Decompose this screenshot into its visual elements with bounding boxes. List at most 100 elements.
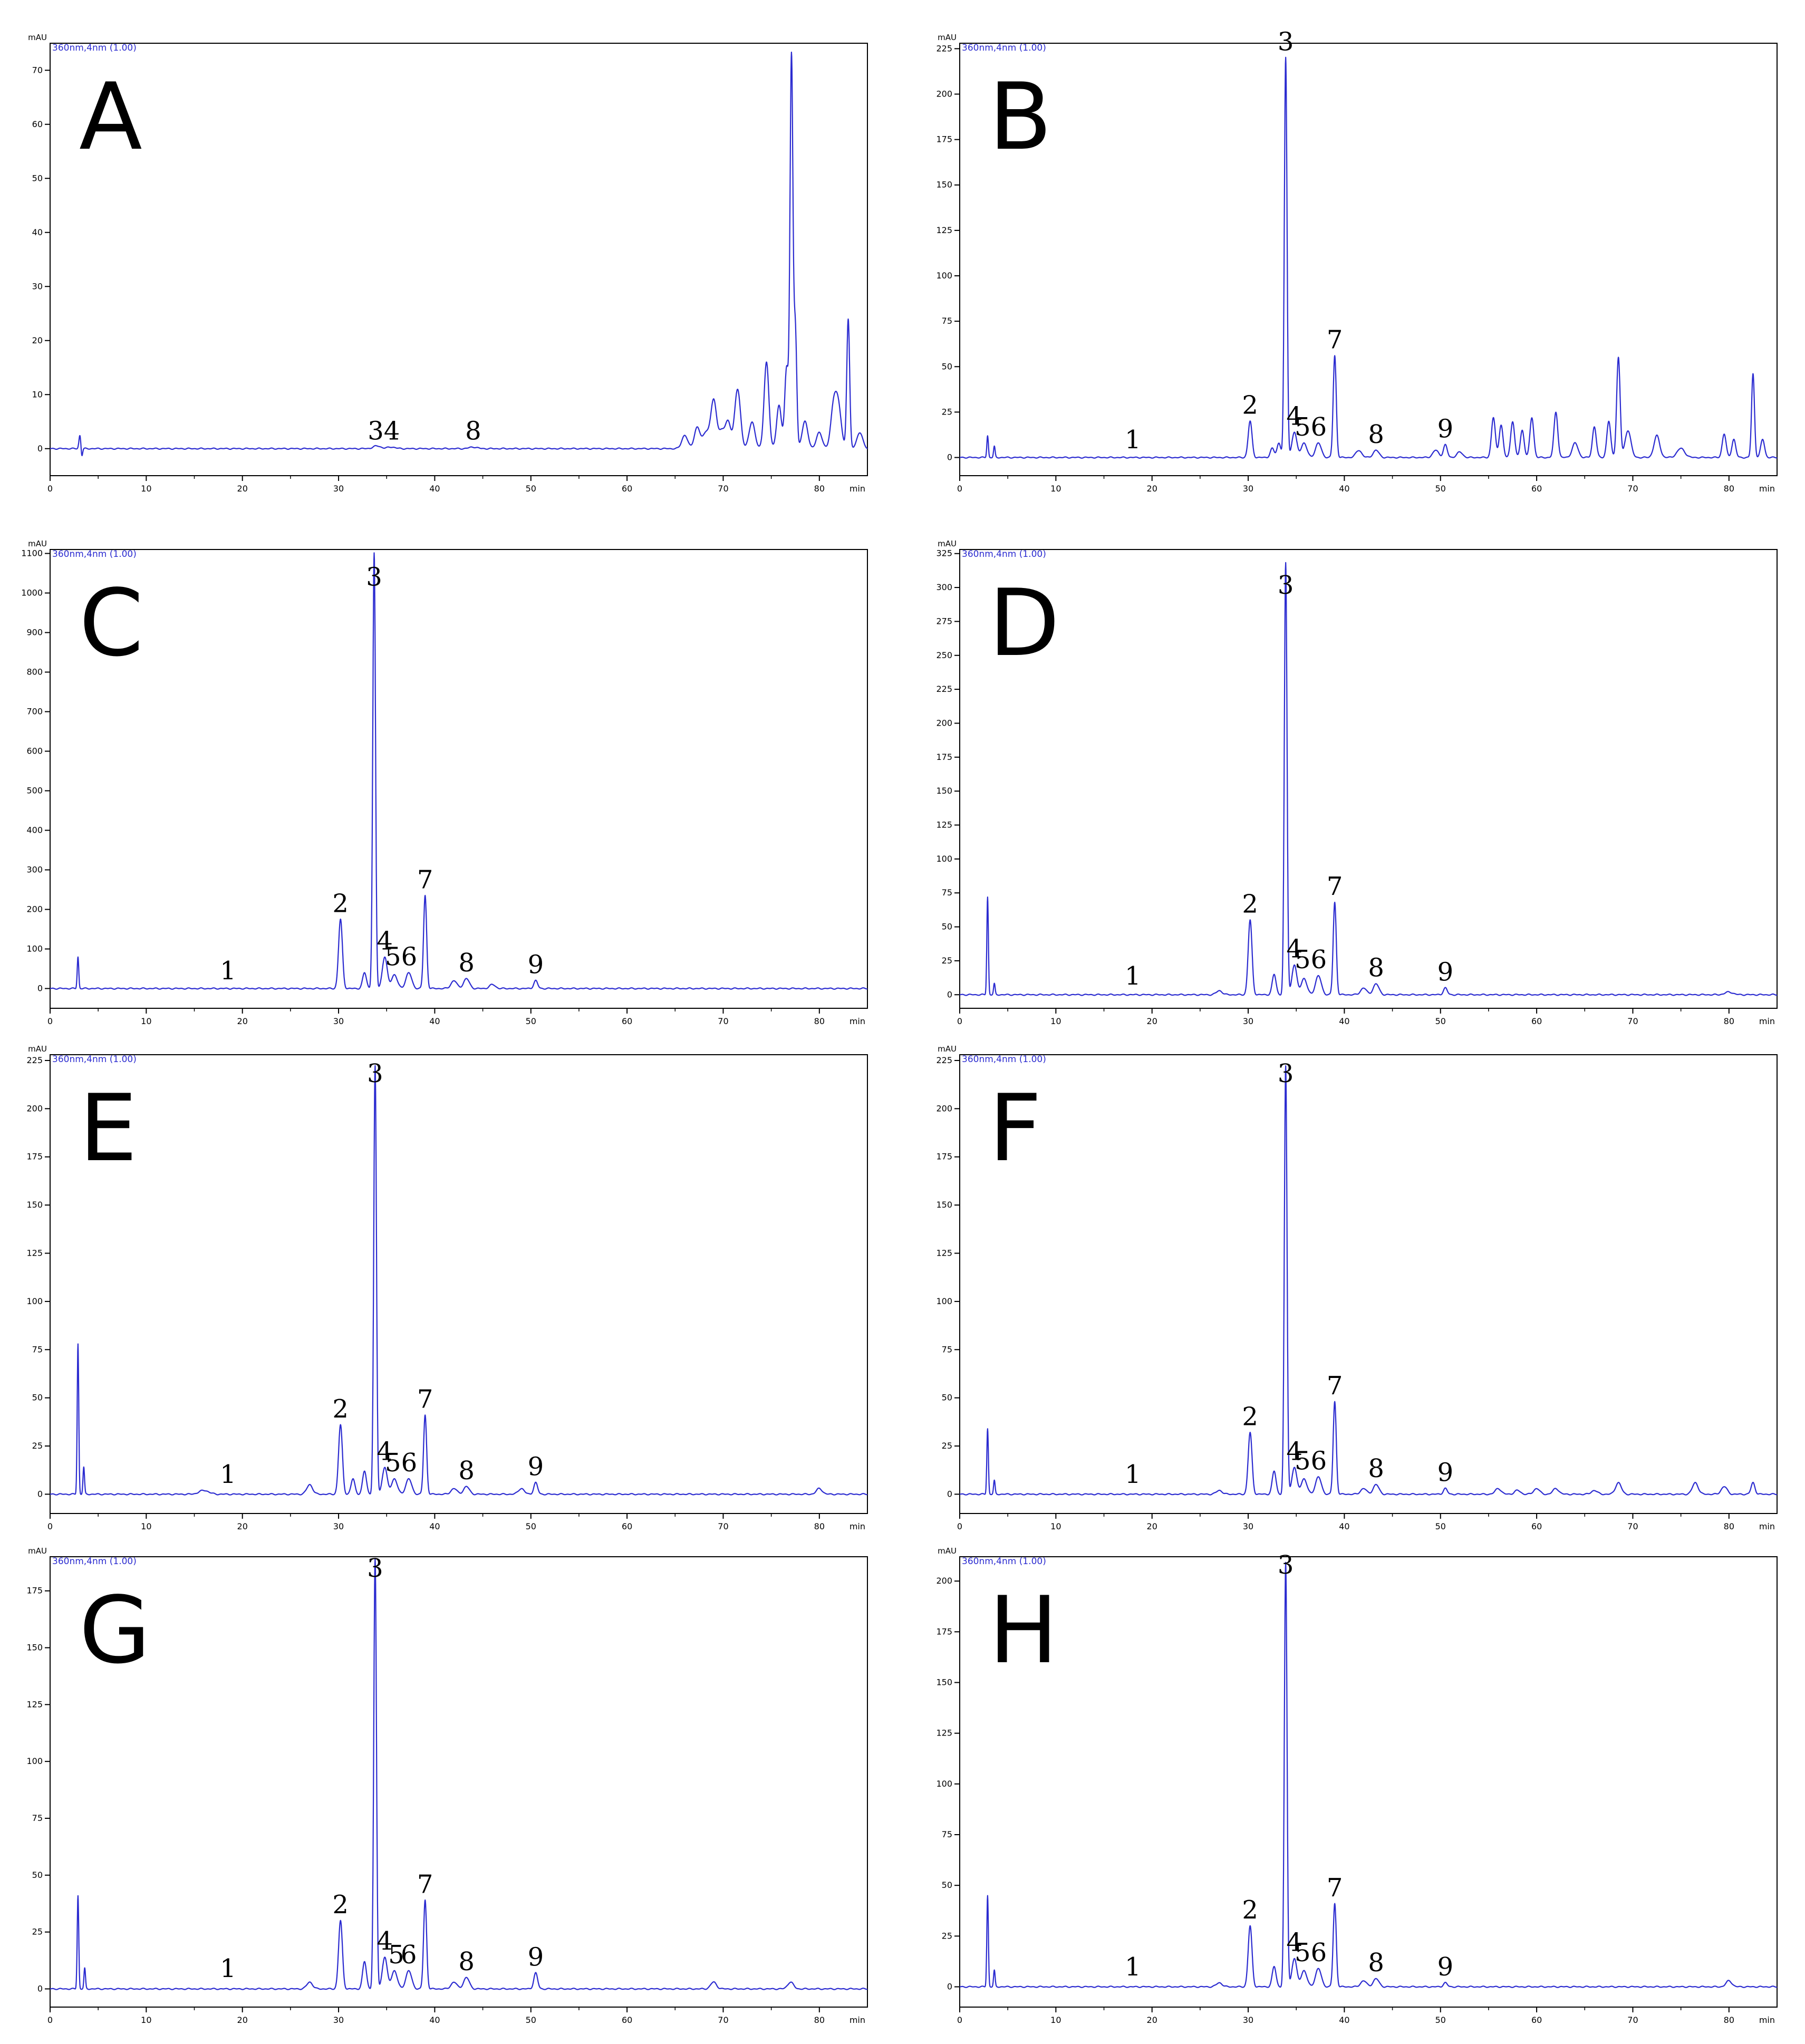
peak-label: 3: [367, 1059, 383, 1088]
x-tick-label: 80: [814, 1521, 825, 1531]
y-tick-label: 100: [936, 1779, 952, 1789]
y-tick-label: 25: [942, 1931, 952, 1941]
peak-label: 4: [1286, 1928, 1302, 1958]
y-tick-label: 75: [942, 316, 952, 326]
x-axis-label: min: [850, 1521, 865, 1531]
peak-label: 3: [367, 1554, 383, 1583]
y-tick-label: 200: [26, 1103, 43, 1113]
peak-label: 4: [1286, 1436, 1302, 1466]
y-tick-label: 125: [26, 1699, 43, 1709]
y-tick-label: 200: [936, 1103, 952, 1113]
y-axis-label: mAU: [28, 1044, 47, 1054]
chromatogram-trace: [50, 1558, 868, 1990]
peak-label: 8: [1368, 420, 1384, 449]
peak-label: 8: [458, 1947, 475, 1976]
panel-letter: F: [989, 1075, 1042, 1182]
peak-label: 2: [332, 1394, 349, 1424]
chart-panel-e: 0 25 50 75 100 125 150 175 200 225 0 10 20 30 40 50 60 70…: [26, 1044, 868, 1531]
x-tick-label: 80: [1724, 1521, 1734, 1531]
y-tick-label: 175: [936, 1626, 952, 1636]
x-tick-label: 20: [1147, 2015, 1157, 2025]
x-tick-label: 20: [237, 2015, 248, 2025]
y-tick-label: 150: [936, 180, 952, 190]
peak-label: 6: [401, 1940, 417, 1970]
peak-label: 8: [458, 1456, 475, 1486]
y-tick-label: 175: [936, 134, 952, 144]
x-tick-label: 10: [1050, 1016, 1061, 1026]
peak-label: 56: [1295, 1938, 1327, 1968]
x-tick-label: 50: [1435, 1016, 1446, 1026]
x-tick-label: 30: [1243, 1521, 1253, 1531]
x-tick-label: 50: [1435, 1521, 1446, 1531]
x-tick-label: 10: [141, 484, 151, 494]
y-tick-label: 0: [947, 452, 952, 462]
y-tick-label: 75: [942, 1344, 952, 1354]
peak-label: 3: [1278, 1550, 1294, 1580]
plot-frame: [50, 43, 868, 476]
y-tick-label: 300: [26, 865, 43, 875]
peak-label: 4: [377, 1926, 393, 1956]
y-tick-label: 60: [32, 119, 43, 129]
x-tick-label: 50: [526, 1521, 536, 1531]
panel-letter: H: [989, 1577, 1058, 1684]
plot-frame: [959, 43, 1778, 476]
y-tick-label: 200: [26, 904, 43, 914]
chromatogram-trace: [50, 1065, 868, 1496]
y-tick-label: 50: [32, 1393, 43, 1403]
channel-header: 360nm,4nm (1.00): [52, 1054, 137, 1065]
peak-label: 8: [1368, 1948, 1384, 1978]
channel-header: 360nm,4nm (1.00): [962, 1556, 1046, 1567]
peak-label: 34: [368, 417, 400, 446]
x-tick-label: 70: [1627, 2015, 1638, 2025]
x-tick-label: 70: [718, 2015, 728, 2025]
x-tick-label: 60: [622, 1016, 632, 1026]
peak-label: 56: [385, 1448, 417, 1478]
panel-letter: E: [79, 1075, 138, 1182]
y-tick-label: 600: [26, 746, 43, 756]
y-axis-label: mAU: [28, 33, 47, 42]
x-tick-label: 80: [1724, 484, 1734, 494]
x-axis-label: min: [850, 2015, 865, 2025]
chromatogram-trace: [50, 552, 868, 990]
y-tick-label: 150: [936, 786, 952, 796]
x-tick-label: 60: [1531, 1521, 1542, 1531]
peak-label: 8: [1368, 953, 1384, 983]
x-tick-label: 40: [429, 1521, 440, 1531]
x-tick-label: 80: [1724, 1016, 1734, 1026]
y-tick-label: 325: [936, 548, 952, 558]
y-axis-label: mAU: [938, 1044, 957, 1054]
peak-label: 7: [1327, 1873, 1343, 1903]
peak-label: 4: [377, 1436, 393, 1466]
peak-label: 1: [220, 956, 236, 986]
x-tick-label: 0: [957, 484, 962, 494]
x-tick-label: 20: [237, 484, 248, 494]
chart-panel-a: 0 10 20 30 40 50 60 70 0 10 20 30 40 50 60 70 80 mAU min 36…: [28, 33, 868, 494]
y-tick-label: 100: [26, 1296, 43, 1306]
peak-label: 3: [1278, 27, 1294, 57]
y-tick-label: 0: [37, 984, 43, 994]
peak-label: 8: [465, 417, 481, 446]
y-tick-label: 50: [32, 1870, 43, 1880]
x-tick-label: 60: [1531, 2015, 1542, 2025]
y-axis-label: mAU: [28, 1546, 47, 1556]
chromatogram-trace: [959, 1065, 1778, 1496]
peak-label: 9: [528, 1942, 544, 1972]
y-tick-label: 125: [936, 820, 952, 830]
channel-header: 360nm,4nm (1.00): [52, 43, 137, 53]
y-tick-label: 150: [26, 1200, 43, 1210]
plot-frame: [50, 1556, 868, 2008]
peak-label: 2: [332, 1890, 349, 1920]
x-tick-label: 30: [1243, 2015, 1253, 2025]
peak-label: 7: [1327, 872, 1343, 901]
y-tick-label: 25: [942, 956, 952, 966]
x-tick-label: 30: [1243, 1016, 1253, 1026]
x-tick-label: 20: [1147, 1521, 1157, 1531]
x-tick-label: 40: [1339, 1521, 1349, 1531]
y-tick-label: 25: [942, 1441, 952, 1451]
peak-label: 2: [332, 889, 349, 918]
peak-label: 7: [417, 865, 433, 894]
x-tick-label: 40: [1339, 484, 1349, 494]
y-tick-label: 25: [32, 1441, 43, 1451]
peak-label: 7: [417, 1869, 433, 1899]
